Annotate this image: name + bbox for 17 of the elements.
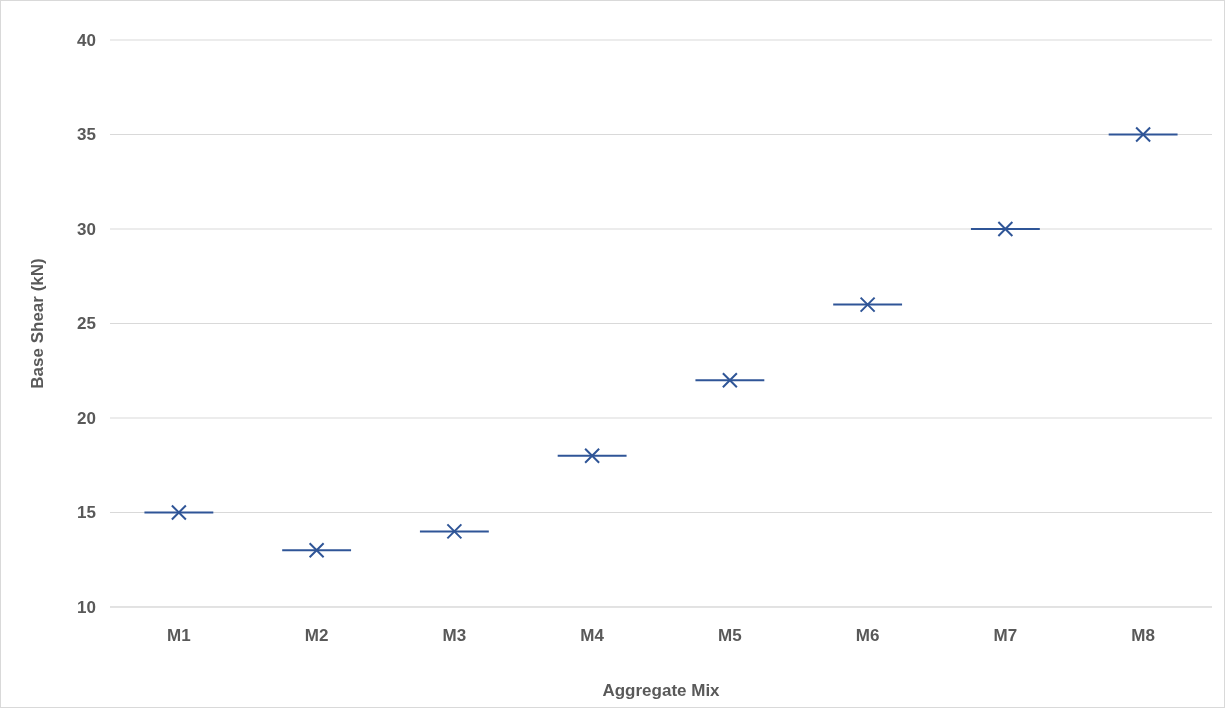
x-tick-label: M4 <box>580 626 605 645</box>
x-tick-label: M6 <box>855 626 880 645</box>
x-tick-label: M5 <box>718 626 742 645</box>
x-axis-title: Aggregate Mix <box>602 681 721 700</box>
y-tick-label: 20 <box>77 408 96 428</box>
y-tick-label: 25 <box>77 314 96 334</box>
y-tick-label: 10 <box>77 597 96 617</box>
y-tick-label: 35 <box>77 125 96 145</box>
x-tick-label: M2 <box>304 626 329 645</box>
x-tick-label: M8 <box>1131 626 1155 645</box>
x-tick-label: M7 <box>993 626 1018 645</box>
y-tick-label: 40 <box>77 30 96 50</box>
y-axis-title: Base Shear (kN) <box>28 258 47 389</box>
x-tick-label: M3 <box>442 626 467 645</box>
y-tick-label: 15 <box>77 503 96 523</box>
y-tick-label: 30 <box>77 219 96 239</box>
x-tick-label: M1 <box>167 626 191 645</box>
